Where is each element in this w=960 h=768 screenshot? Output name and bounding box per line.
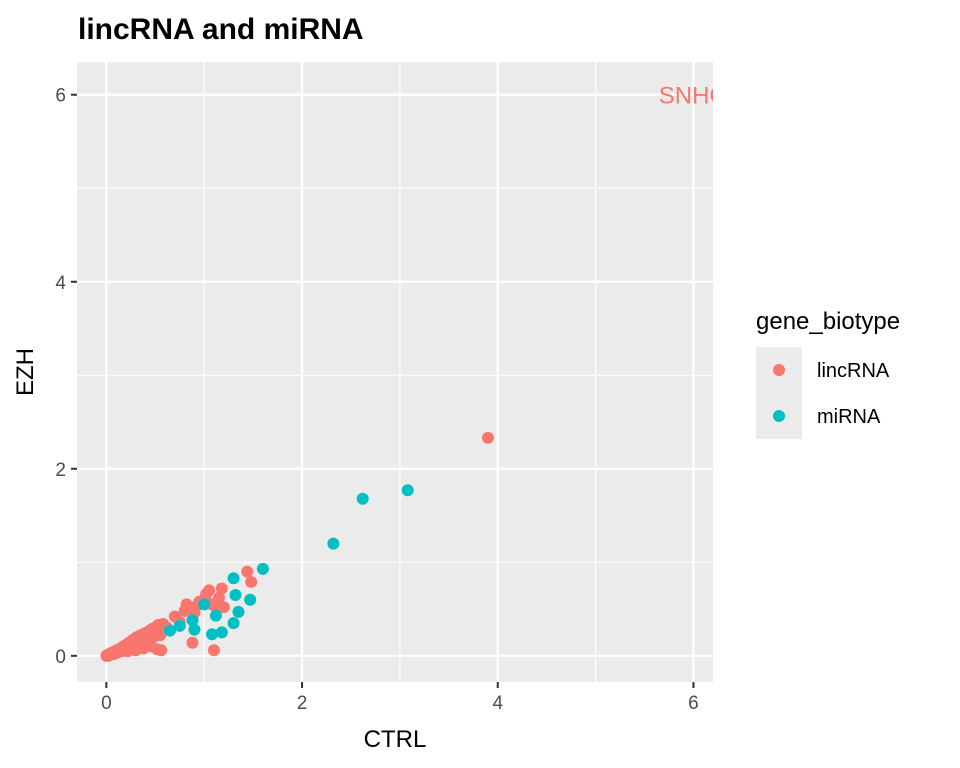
point-lincRNA [155,644,168,657]
point-lincRNA [186,636,199,649]
x-tick-label: 4 [492,693,503,714]
point-miRNA [232,605,245,618]
plot-panel [77,62,713,682]
x-tick-label: 0 [101,693,112,714]
point-miRNA [206,628,219,641]
point-miRNA [209,609,222,622]
point-lincRNA [245,575,258,588]
series-lincRNA [100,431,494,662]
annotation-label: SNHG [659,83,728,110]
point-lincRNA [203,584,216,597]
y-axis: 0 2 4 6 [55,86,77,668]
point-lincRNA [215,582,228,595]
x-axis-title: CTRL [364,726,427,753]
chart-title: lincRNA and miRNA [78,13,364,46]
x-tick-label: 6 [688,693,699,714]
legend-marker-lincRNA [773,364,785,376]
point-miRNA [215,626,228,639]
y-tick-label: 2 [55,460,66,481]
point-miRNA [244,593,257,606]
point-lincRNA [241,565,254,578]
series-miRNA [163,484,414,641]
point-miRNA [186,614,199,627]
point-lincRNA [212,591,225,604]
point-miRNA [229,589,242,602]
y-tick-label: 6 [55,86,66,107]
point-miRNA [173,619,186,632]
point-lincRNA [207,644,220,657]
y-axis-title: EZH [12,348,39,396]
point-miRNA [163,624,176,637]
point-miRNA [356,492,369,505]
data-points [100,431,494,662]
grid-lines [77,62,713,682]
point-miRNA [188,623,201,636]
x-tick-label: 2 [297,693,308,714]
legend-title: gene_biotype [756,308,900,335]
point-miRNA [401,484,414,497]
point-lincRNA [481,431,494,444]
legend-label-lincRNA: lincRNA [817,360,890,382]
point-miRNA [227,617,240,630]
legend-label-miRNA: miRNA [817,406,881,428]
point-miRNA [327,537,340,550]
y-tick-label: 0 [55,647,66,668]
x-axis: 0 2 4 6 [101,682,699,714]
legend-marker-miRNA [773,410,785,422]
point-miRNA [256,562,269,575]
point-miRNA [198,598,211,611]
y-tick-label: 4 [55,273,66,294]
point-miRNA [227,572,240,585]
annotations: SNHG [659,83,728,110]
point-lincRNA [217,601,230,614]
legend: gene_biotype lincRNA miRNA [756,308,900,439]
